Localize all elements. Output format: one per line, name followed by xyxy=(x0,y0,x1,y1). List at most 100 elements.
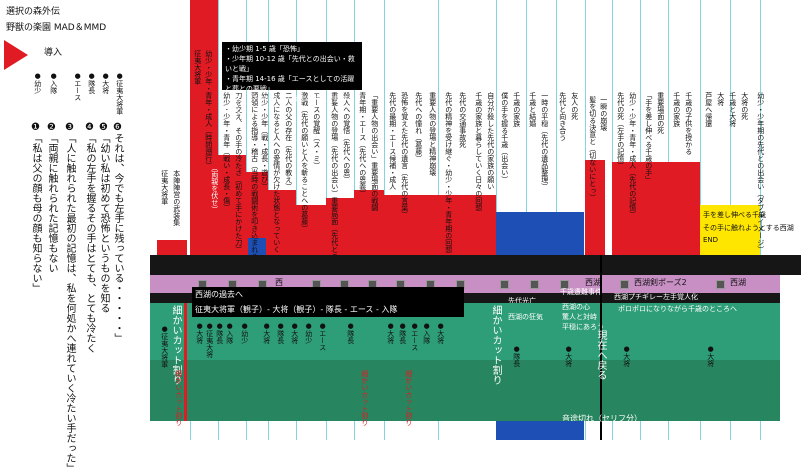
character-label: ●隊長 xyxy=(87,72,96,94)
phase-label: 本陣陣営の武装集 xyxy=(172,170,181,226)
cut-band-label: 細かいカット割り xyxy=(170,305,181,385)
phase-label: 恐怖を覚えた先代の遺言（先代の言葉） xyxy=(400,92,409,218)
intensity-bar xyxy=(268,190,296,255)
rank-label: ●隊長 xyxy=(215,322,224,344)
rank-label: ●入隊 xyxy=(422,322,431,344)
phase-label: 刀を交え、その手の冷たさ（初めて手にかけた刀） xyxy=(234,92,243,253)
phase-label: エースの覚醒（ス・ミ） xyxy=(312,92,321,169)
phase-label: 髪を切る決意と（切ないにとっ） xyxy=(588,96,597,201)
rank-label: ●幼少 xyxy=(304,322,313,344)
green-track-lower-band xyxy=(150,360,780,421)
phase-label: 成人になると人への愛情が欠けた状態となっていく xyxy=(272,92,281,253)
bottom-caption: 音途切れ（セリフ分） xyxy=(562,414,642,423)
intensity-bar xyxy=(190,0,218,255)
phase-label: 征夷大将軍 xyxy=(160,170,169,205)
narration-line: ❷「両親に触れられた記憶もない xyxy=(46,122,57,273)
rank-label: ●大将 xyxy=(622,345,631,367)
intensity-bar xyxy=(354,190,384,255)
rank-label: ●エース xyxy=(410,322,419,351)
ending-line: 手を差し伸べる千歳 xyxy=(703,211,766,219)
phase-label: 芦屋へ帰還 xyxy=(704,92,713,127)
rank-label: ●征夷大将軍 xyxy=(160,325,169,368)
ending-line: その手に触れようとする西湖 xyxy=(703,224,794,232)
clip-marker-icon xyxy=(716,280,725,289)
phase-label: 千歳の家族と暮らしていく日々の回想 xyxy=(474,92,483,211)
phase-label: 重要場面の死 xyxy=(656,92,665,134)
character-label: ●入隊 xyxy=(49,72,58,94)
phase-label: 一瞬の崩壊 xyxy=(599,96,608,131)
legend-item: ・青年期 14-16 歳「エースとしての活躍と葬との悪戦」 xyxy=(225,75,355,93)
phase-label: 大将の死 xyxy=(740,92,749,120)
intensity-bar xyxy=(585,160,605,255)
past-box-chain: 征夷大将軍（観子）- 大将（観子）- 隊長 - エース - 入隊 xyxy=(195,305,398,314)
legend-item: ・幼少期 1-5 歳「恐怖」 xyxy=(225,45,304,53)
intensity-bar xyxy=(157,240,187,255)
rank-label: ●隊長 xyxy=(398,322,407,344)
phase-label: 友人の死 xyxy=(570,92,579,120)
phase-label: 幼少・少年・青年・成人（時間遡行） xyxy=(204,50,213,169)
rank-label: ●大将 xyxy=(564,345,573,367)
page-subtitle: 野獣の楽園 MAD＆MMD xyxy=(6,23,107,33)
intensity-bar xyxy=(218,155,246,255)
past-box-title: 西湖の過去へ xyxy=(195,290,243,299)
phase-label: 一時の平穏（先代の遺品整理） xyxy=(540,92,549,190)
clip-label: 西湖 xyxy=(730,278,746,287)
phase-label: 幼少・少年・青年（戦い・成長・傷） xyxy=(222,92,231,211)
phase-label: 重要人物の登場と精神崩壊 xyxy=(428,92,437,176)
legend-item: ・少年期 10-12 歳「先代との出会い・救いと戦」 xyxy=(225,55,355,73)
clip-label: 驚人と対峙 xyxy=(562,313,597,321)
rank-label: ●大将 xyxy=(386,322,395,344)
phase-label: 征夷大将軍 xyxy=(193,50,202,85)
clip-marker-icon xyxy=(530,280,539,289)
cut-marker-line xyxy=(600,255,602,440)
cut-band-label: 現在へ戻る xyxy=(595,330,606,380)
age-legend: ・幼少期 1-5 歳「恐怖」 ・少年期 10-12 歳「先代との出会い・救いと戦… xyxy=(222,42,362,113)
intensity-bar xyxy=(296,205,326,255)
rank-label: ●隊長 xyxy=(276,322,285,344)
character-label: ●大将 xyxy=(101,72,110,94)
intensity-bar xyxy=(612,162,700,255)
clip-marker-icon xyxy=(620,280,629,289)
cut-band-label: 細かいカット割り xyxy=(360,370,369,426)
narration-line: ❸「人に触れられた最初の記憶は、私を何処かへ連れていく冷たい手だった」 xyxy=(64,122,75,473)
phase-label: 幼少・少年・青年・成人（先代の記憶） xyxy=(628,92,637,218)
phase-label: 先代の死（左手の記憶） xyxy=(616,92,625,169)
ending-line: END xyxy=(703,236,719,244)
cut-band-label: 細かいカット割り xyxy=(404,370,413,426)
narration-line: ❹「私の左手を握るその手はとても、とても冷たく xyxy=(84,122,95,353)
phase-label: 千歳の子供を授かる xyxy=(684,92,693,155)
phase-label: 自分が殺した先代の家族の願い xyxy=(486,92,495,190)
rank-label: ●大将 xyxy=(195,322,204,344)
phase-label: 頭領による指導・稽古（当時の戦闘術を叩き込まれる） xyxy=(250,92,259,267)
rank-label: ●大将 xyxy=(290,322,299,344)
rank-label: ●大将 xyxy=(262,322,271,344)
timeline-track-dark xyxy=(150,293,780,303)
intensity-bar xyxy=(326,198,354,255)
clip-label: 西 xyxy=(275,278,283,287)
phase-label: 千歳と大将 xyxy=(728,92,737,127)
clip-label: 西湖 xyxy=(585,278,601,287)
phase-label: （両親を伏せ） xyxy=(210,164,219,213)
calm-block xyxy=(496,421,584,440)
clip-label: 千歳遭難事件 xyxy=(560,288,602,296)
intensity-bar xyxy=(246,172,268,255)
rank-label: ●隊長 xyxy=(512,345,521,367)
phase-label: 千歳の家族 xyxy=(512,92,521,127)
phase-label: 激戦（先代の願いと人を斬ることへの葛藤） xyxy=(300,92,309,232)
clip-label: 西湖の狂気 xyxy=(508,313,543,321)
clip-label: ポロポロになりながら千歳のところへ xyxy=(618,305,737,313)
phase-label: 幼少・少年期の先代との出会い（ダブルイメージ） xyxy=(756,92,765,253)
intensity-bar xyxy=(384,195,496,255)
phase-label: 幼少・少年（戦・成長・遊び） xyxy=(260,92,269,190)
guide-line xyxy=(760,0,761,440)
cut-marker-line xyxy=(184,303,187,421)
clip-label: 西湖の心 xyxy=(562,303,590,311)
cut-band-label: 細かいカット割り xyxy=(490,305,501,385)
rank-label: ●入隊 xyxy=(225,322,234,344)
clip-label: 西湖プチギレー左手覚人化 xyxy=(614,293,698,301)
intro-triangle-icon xyxy=(4,40,28,70)
cut-band-label: 細かいカット割り xyxy=(174,370,183,426)
rank-label: ●エース xyxy=(318,322,327,351)
rank-label: ●征夷大将 xyxy=(205,322,214,358)
clip-marker-icon xyxy=(500,280,509,289)
